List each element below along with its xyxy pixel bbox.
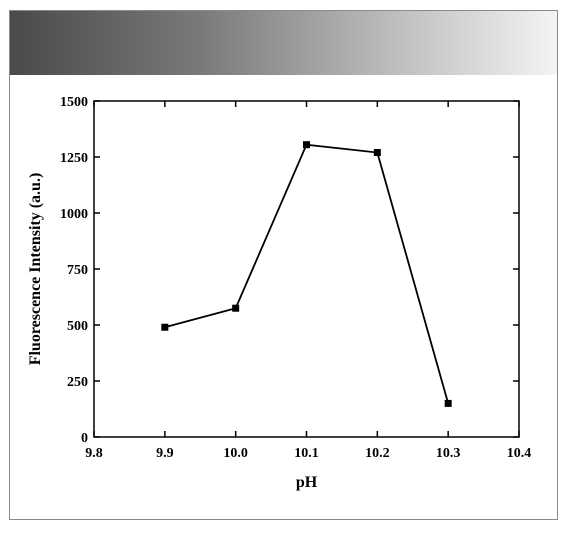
- data-point: [444, 399, 452, 407]
- y-tick-label: 1500: [60, 95, 88, 110]
- series-line: [164, 143, 450, 404]
- y-tick-label: 1250: [60, 151, 88, 166]
- x-tick-label: 10.3: [436, 446, 461, 461]
- data-point: [161, 323, 169, 331]
- x-axis-ticks: 9.8 9.9 10.0 10.1 10.2 10.3 10.4: [85, 101, 531, 461]
- y-tick-label: 250: [67, 375, 88, 390]
- x-tick-label: 10.2: [365, 446, 390, 461]
- x-tick-label: 10.1: [294, 446, 319, 461]
- y-tick-label: 1000: [60, 207, 88, 222]
- y-axis-title: Fluorescence Intensity (a.u.): [27, 173, 44, 366]
- plot-area: [93, 100, 520, 438]
- y-tick-label: 500: [67, 319, 88, 334]
- data-point: [303, 141, 310, 149]
- data-point: [373, 149, 381, 157]
- x-tick-label: 9.8: [85, 446, 103, 461]
- data-series: [161, 141, 452, 407]
- header-gradient-band: [10, 11, 557, 75]
- x-tick-label: 10.0: [223, 446, 248, 461]
- figure-frame: [9, 10, 558, 520]
- x-axis-title: pH: [296, 474, 318, 491]
- x-tick-label: 9.9: [156, 446, 174, 461]
- y-tick-label: 0: [81, 431, 88, 446]
- y-tick-label: 750: [67, 263, 88, 278]
- y-axis-ticks: 0 250 500 750 1000 1250 1500: [60, 95, 519, 446]
- x-tick-label: 10.4: [507, 446, 532, 461]
- data-point: [232, 304, 240, 312]
